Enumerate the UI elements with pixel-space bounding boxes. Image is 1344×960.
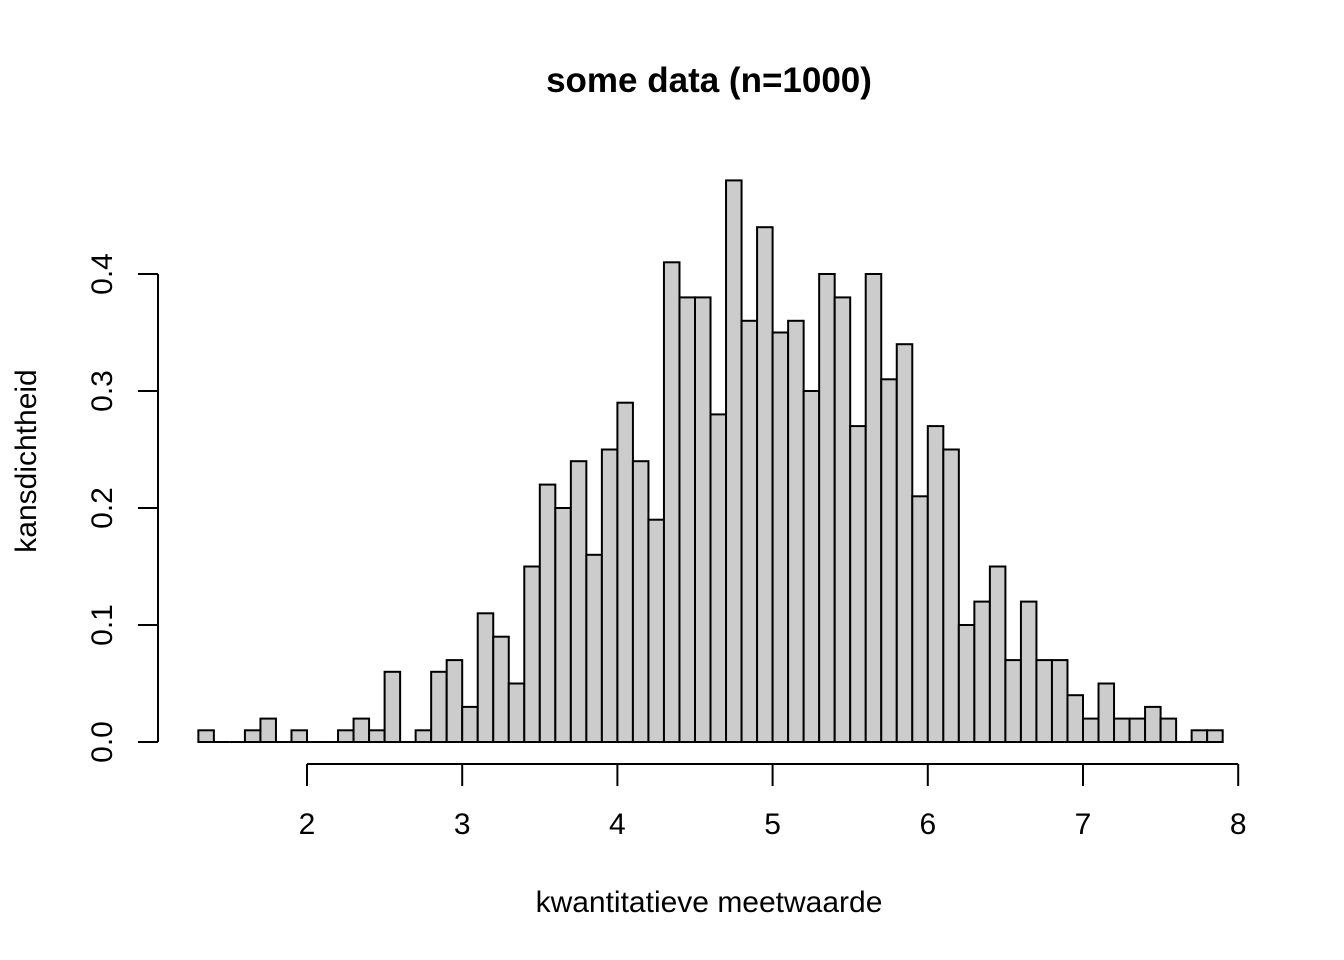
histogram-bar (818, 273, 836, 743)
histogram-bar (476, 612, 495, 743)
histogram-bar (383, 670, 402, 743)
histogram-bar (430, 670, 448, 743)
histogram-bar (1050, 659, 1069, 743)
histogram-bar (988, 565, 1007, 743)
histogram-bar (957, 624, 976, 743)
histogram-bar (926, 425, 945, 743)
histogram-bar (880, 378, 898, 743)
histogram-bar (740, 319, 759, 743)
histogram-bar (911, 495, 929, 743)
histogram-bar (1097, 682, 1116, 743)
bars-group (197, 179, 1224, 744)
histogram-bar (259, 717, 277, 743)
histogram-bar (771, 331, 790, 743)
histogram-bar (725, 179, 743, 743)
histogram-bar (833, 296, 852, 743)
y-tick-label: 0.4 (86, 253, 119, 295)
x-tick-label: 4 (609, 808, 626, 841)
histogram-bar (538, 483, 557, 743)
histogram-bar (352, 717, 371, 743)
histogram-bar (849, 425, 867, 743)
histogram-bar (1004, 659, 1022, 743)
x-axis-label: kwantitatieve meetwaarde (536, 886, 883, 919)
histogram-bar (787, 319, 805, 743)
x-axis: 2 3 4 5 6 7 8 (299, 763, 1247, 841)
x-tick-label: 3 (454, 808, 471, 841)
histogram-bar (585, 553, 603, 743)
histogram-bar (445, 659, 464, 743)
histogram-bar (895, 343, 914, 743)
histogram-bar (600, 448, 619, 743)
histogram-bar (569, 460, 588, 743)
histogram-bar (507, 682, 526, 743)
histogram-bar (678, 296, 696, 743)
histogram-bar (523, 565, 541, 743)
histogram-bar (864, 273, 883, 743)
histogram-bar (1082, 717, 1100, 743)
y-tick-label: 0.2 (86, 487, 119, 529)
y-axis-label: kansdichtheid (10, 369, 43, 552)
histogram-bar (1019, 600, 1038, 743)
histogram-bar (414, 729, 433, 743)
histogram-bar (709, 413, 728, 743)
histogram-bar (802, 390, 821, 743)
x-tick-label: 8 (1230, 808, 1247, 841)
x-tick-label: 6 (919, 808, 936, 841)
histogram-bar (631, 460, 650, 743)
histogram-bar (554, 507, 572, 743)
histogram-bar (647, 518, 665, 744)
histogram-bar (337, 729, 355, 743)
histogram-bar (461, 705, 479, 744)
x-tick-label: 2 (299, 808, 316, 841)
histogram-bar (973, 600, 991, 743)
histogram-bar (616, 401, 634, 743)
histogram-bar (1113, 717, 1131, 743)
x-tick-label: 5 (764, 808, 781, 841)
histogram-bar (662, 261, 681, 743)
x-tick-label: 7 (1075, 808, 1092, 841)
histogram-bar (1035, 659, 1053, 743)
chart-title: some data (n=1000) (546, 61, 872, 100)
histogram-bar (1159, 717, 1178, 743)
histogram-bar (197, 729, 215, 743)
histogram-bar (1190, 729, 1209, 743)
histogram-bar (942, 448, 960, 743)
histogram-bar (1206, 729, 1224, 743)
histogram-bar (1128, 717, 1147, 743)
histogram-bar (243, 729, 262, 743)
histogram-bar (290, 729, 309, 743)
histogram-bar (756, 226, 774, 743)
y-axis: 0.0 0.1 0.2 0.3 0.4 (86, 253, 159, 763)
histogram-bar (368, 729, 386, 743)
y-tick-label: 0.1 (86, 604, 119, 646)
histogram-bar (1144, 705, 1162, 744)
y-tick-label: 0.0 (86, 721, 119, 763)
histogram-bar (694, 296, 712, 743)
histogram-bar (492, 635, 510, 744)
y-tick-label: 0.3 (86, 370, 119, 412)
histogram-bar (1066, 694, 1084, 744)
